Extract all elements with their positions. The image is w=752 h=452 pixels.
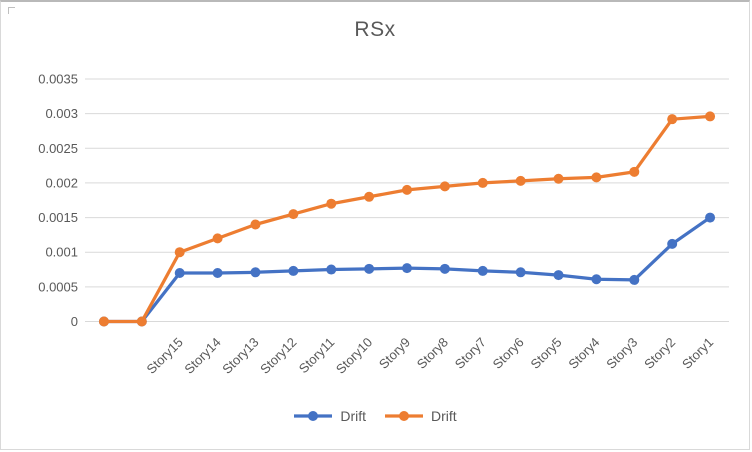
data-point-marker[interactable]: [364, 191, 375, 202]
legend-item-label: Drift: [431, 408, 457, 424]
data-point-marker[interactable]: [98, 316, 109, 327]
data-point-marker[interactable]: [439, 263, 450, 274]
x-tick-label: Story3: [603, 335, 640, 372]
selection-corner-mark: [8, 7, 15, 14]
y-tick-label: 0.0005: [38, 279, 78, 294]
data-point-marker[interactable]: [174, 268, 185, 278]
data-point-marker[interactable]: [326, 264, 337, 275]
data-point-marker[interactable]: [477, 265, 488, 276]
x-tick-label: Story1: [679, 335, 716, 372]
data-point-marker[interactable]: [629, 166, 640, 177]
data-point-marker[interactable]: [591, 274, 602, 285]
data-point-marker[interactable]: [250, 219, 261, 230]
x-tick-label: Story8: [414, 335, 451, 372]
data-point-marker[interactable]: [553, 173, 564, 184]
x-tick-label: Story4: [565, 335, 602, 372]
data-point-marker[interactable]: [402, 184, 412, 195]
data-point-marker[interactable]: [326, 198, 337, 209]
data-point-marker[interactable]: [667, 114, 678, 125]
data-point-marker[interactable]: [288, 209, 299, 220]
legend-line-marker-icon: [385, 411, 423, 421]
data-point-marker[interactable]: [553, 270, 564, 281]
data-point-marker[interactable]: [364, 263, 375, 274]
data-point-marker[interactable]: [250, 267, 261, 278]
data-point-marker[interactable]: [288, 265, 299, 276]
data-point-marker[interactable]: [515, 175, 526, 186]
x-tick-label: Story9: [376, 335, 413, 372]
data-point-marker[interactable]: [629, 274, 640, 285]
x-tick-label: Story7: [452, 335, 489, 372]
x-tick-label: Story13: [219, 335, 261, 377]
y-tick-label: 0.002: [45, 175, 78, 190]
data-point-marker[interactable]: [212, 268, 223, 278]
legend: Drift Drift: [1, 408, 749, 424]
x-tick-label: Story15: [144, 335, 186, 377]
x-tick-label: Story5: [527, 335, 564, 372]
data-point-marker[interactable]: [212, 233, 223, 244]
data-point-marker[interactable]: [477, 177, 488, 188]
x-tick-label: Story6: [490, 335, 527, 372]
data-point-marker[interactable]: [705, 111, 716, 122]
y-tick-label: 0.001: [45, 245, 78, 260]
legend-item-label: Drift: [340, 408, 366, 424]
data-point-marker[interactable]: [705, 212, 716, 223]
y-tick-label: 0: [71, 314, 78, 329]
data-point-marker[interactable]: [667, 238, 678, 249]
data-point-marker[interactable]: [439, 181, 450, 192]
y-tick-label: 0.0025: [38, 141, 78, 156]
y-tick-label: 0.003: [45, 106, 78, 121]
x-tick-label: Story11: [296, 335, 338, 377]
data-point-marker[interactable]: [515, 267, 526, 278]
y-tick-label: 0.0035: [38, 72, 78, 87]
data-point-marker[interactable]: [402, 263, 412, 274]
data-point-marker[interactable]: [174, 247, 185, 258]
x-tick-label: Story10: [333, 335, 375, 377]
legend-item-1[interactable]: Drift: [384, 408, 457, 424]
series-line-1[interactable]: [102, 114, 712, 324]
chart-title: RSx: [354, 18, 396, 41]
y-tick-label: 0.0015: [38, 210, 78, 225]
data-point-marker[interactable]: [136, 316, 147, 327]
x-tick-label: Story14: [181, 335, 223, 377]
x-tick-label: Story12: [257, 335, 299, 377]
legend-item-0[interactable]: Drift: [293, 408, 366, 424]
legend-line-marker-icon: [294, 411, 333, 421]
data-point-marker[interactable]: [591, 172, 602, 183]
x-tick-label: Story2: [641, 335, 678, 372]
